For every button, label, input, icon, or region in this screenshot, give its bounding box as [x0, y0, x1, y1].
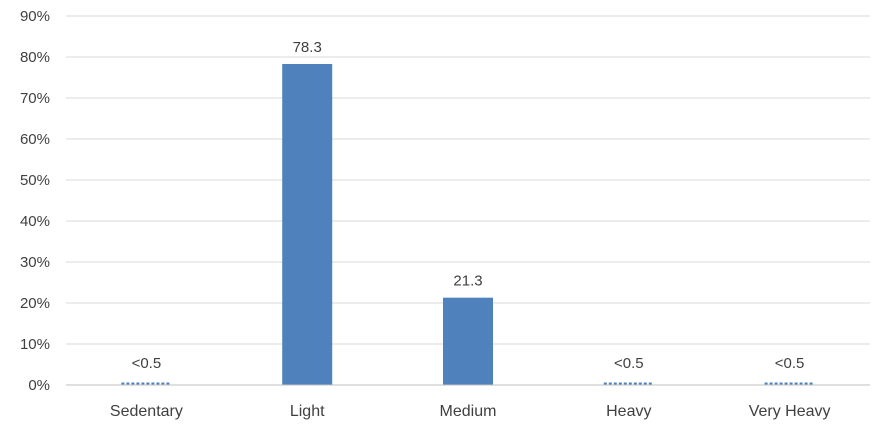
labels: 0% 10% 20% 30% 40% 50% 60% 70% 80% 90% <0.5 Sedenta…: [20, 8, 831, 420]
data-label: <0.5: [132, 355, 162, 372]
x-tick-label: Medium: [440, 403, 497, 420]
y-tick-label: 60%: [20, 131, 50, 148]
y-tick-label: 30%: [20, 254, 50, 271]
y-tick-label: 0%: [28, 377, 50, 394]
data-label: <0.5: [775, 355, 805, 372]
y-tick-label: 80%: [20, 49, 50, 66]
y-tick-label: 90%: [20, 8, 50, 25]
data-label: 78.3: [293, 39, 322, 56]
x-tick-label: Light: [290, 403, 325, 420]
bars: [121, 63, 815, 385]
bar-medium: [443, 297, 493, 385]
data-label: 21.3: [453, 273, 482, 290]
y-tick-label: 40%: [20, 213, 50, 230]
y-tick-label: 10%: [20, 336, 50, 353]
data-label: <0.5: [614, 355, 644, 372]
bar-light: [282, 63, 333, 385]
x-tick-label: Very Heavy: [749, 403, 831, 420]
x-tick-label: Sedentary: [110, 403, 183, 420]
y-tick-label: 50%: [20, 172, 50, 189]
gridlines: [66, 15, 870, 345]
y-tick-label: 20%: [20, 295, 50, 312]
y-tick-label: 70%: [20, 90, 50, 107]
x-tick-label: Heavy: [606, 403, 651, 420]
